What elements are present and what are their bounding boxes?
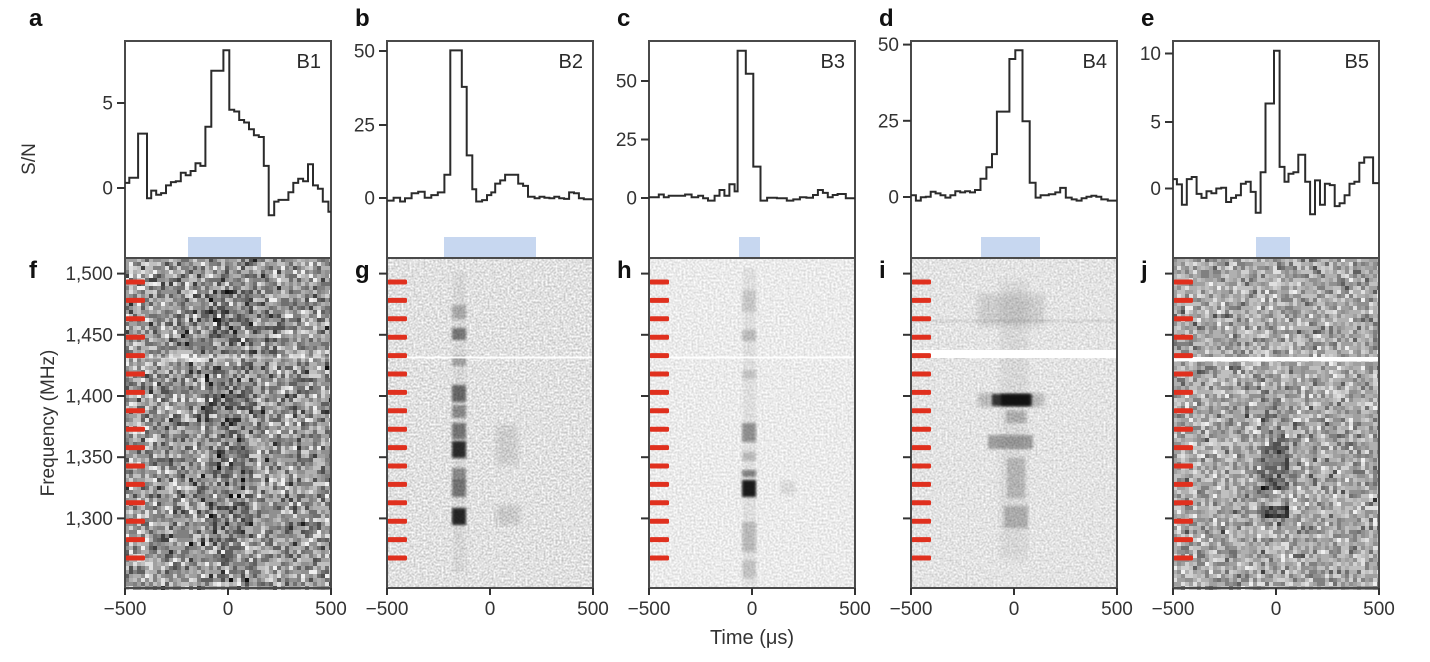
svg-text:1,300: 1,300 xyxy=(65,509,113,530)
svg-text:d: d xyxy=(879,5,894,32)
svg-text:50: 50 xyxy=(616,72,637,93)
svg-text:−500: −500 xyxy=(1152,599,1195,620)
svg-text:0: 0 xyxy=(223,599,234,620)
svg-text:B4: B4 xyxy=(1083,51,1107,73)
svg-text:b: b xyxy=(355,5,370,32)
svg-text:5: 5 xyxy=(102,94,113,115)
svg-text:−500: −500 xyxy=(104,599,147,620)
svg-text:1,400: 1,400 xyxy=(65,387,113,408)
svg-text:1,350: 1,350 xyxy=(65,448,113,469)
svg-text:B1: B1 xyxy=(297,51,321,73)
svg-text:0: 0 xyxy=(747,599,758,620)
svg-text:g: g xyxy=(355,257,370,284)
svg-text:25: 25 xyxy=(354,116,375,137)
svg-text:Time (μs): Time (μs) xyxy=(710,627,794,649)
svg-text:10: 10 xyxy=(1140,44,1161,65)
svg-text:i: i xyxy=(879,257,886,284)
svg-text:f: f xyxy=(29,257,38,284)
svg-text:50: 50 xyxy=(354,42,375,63)
svg-text:B2: B2 xyxy=(559,51,583,73)
svg-text:0: 0 xyxy=(1009,599,1020,620)
svg-text:0: 0 xyxy=(1150,179,1161,200)
svg-text:5: 5 xyxy=(1150,113,1161,134)
svg-text:0: 0 xyxy=(1271,599,1282,620)
svg-text:1,500: 1,500 xyxy=(65,264,113,285)
svg-text:500: 500 xyxy=(315,599,347,620)
svg-text:25: 25 xyxy=(616,130,637,151)
svg-text:−500: −500 xyxy=(890,599,933,620)
svg-text:j: j xyxy=(1140,257,1148,284)
svg-text:c: c xyxy=(617,5,630,32)
svg-text:0: 0 xyxy=(102,179,113,200)
svg-text:0: 0 xyxy=(626,189,637,210)
svg-text:B3: B3 xyxy=(821,51,845,73)
svg-text:−500: −500 xyxy=(628,599,671,620)
svg-text:B5: B5 xyxy=(1345,51,1369,73)
svg-text:500: 500 xyxy=(1363,599,1395,620)
svg-text:500: 500 xyxy=(839,599,871,620)
svg-text:S/N: S/N xyxy=(19,143,40,175)
svg-text:a: a xyxy=(29,5,43,32)
svg-text:−500: −500 xyxy=(366,599,409,620)
svg-text:1,450: 1,450 xyxy=(65,325,113,346)
svg-text:500: 500 xyxy=(1101,599,1133,620)
svg-text:Frequency (MHz): Frequency (MHz) xyxy=(38,350,59,497)
svg-text:0: 0 xyxy=(364,189,375,210)
svg-text:0: 0 xyxy=(485,599,496,620)
svg-text:500: 500 xyxy=(577,599,609,620)
svg-text:25: 25 xyxy=(878,111,899,132)
svg-text:h: h xyxy=(617,257,632,284)
svg-text:50: 50 xyxy=(878,35,899,56)
svg-text:e: e xyxy=(1141,5,1154,32)
svg-text:0: 0 xyxy=(888,188,899,209)
